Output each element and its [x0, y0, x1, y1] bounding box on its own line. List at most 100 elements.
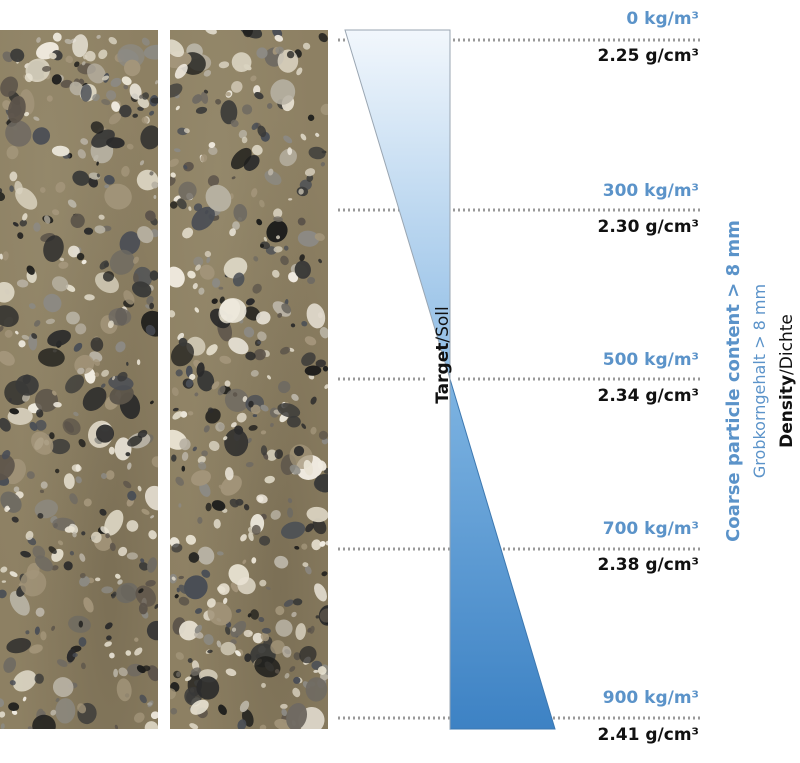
pebble [151, 181, 158, 189]
pebble [200, 91, 209, 104]
pebble [105, 533, 110, 539]
pebble [52, 677, 74, 698]
pebble [283, 599, 294, 607]
pebble [81, 259, 87, 265]
pebble [55, 697, 60, 703]
pebble [170, 707, 178, 715]
pebble [251, 557, 257, 564]
pebble [101, 383, 106, 388]
density-label-2: 2.30 g/cm³ [597, 217, 699, 237]
pebble [259, 579, 267, 587]
pebble [276, 235, 280, 240]
pebble [308, 146, 326, 160]
pebble [9, 171, 18, 182]
pebble [75, 464, 81, 472]
pebble [51, 625, 56, 631]
pebble [205, 30, 217, 35]
pebble [170, 310, 176, 318]
pebble [146, 620, 158, 641]
pebble [191, 206, 215, 231]
pebble [55, 468, 60, 474]
pebble [301, 423, 307, 429]
pebble [248, 425, 258, 431]
pebble [259, 724, 267, 729]
pebble [0, 723, 5, 729]
pebble [257, 125, 267, 138]
pebble [125, 452, 131, 457]
pebble [193, 256, 204, 267]
pebble [149, 302, 155, 310]
density-label-1: 2.25 g/cm³ [597, 46, 699, 66]
pebble [281, 708, 287, 717]
pebble [104, 641, 112, 647]
pebble [295, 623, 306, 641]
pebble [213, 519, 221, 529]
pebble [47, 329, 71, 347]
pebble [98, 49, 108, 60]
pebble [63, 473, 75, 490]
pebble [201, 450, 208, 457]
pebble [60, 79, 73, 88]
pebble [64, 421, 75, 433]
pebble [272, 269, 280, 278]
pebble [20, 569, 47, 597]
pebble [235, 650, 241, 657]
pebble [220, 100, 238, 125]
pebble [127, 490, 137, 501]
pebble [280, 255, 289, 266]
target-label-en: Target [433, 342, 453, 404]
pebble [0, 454, 15, 481]
pebble [203, 634, 214, 646]
pebble [260, 445, 268, 456]
pebble [267, 375, 271, 380]
pebble [190, 699, 209, 715]
pebble [117, 371, 128, 382]
pebble [183, 164, 188, 170]
pebble [306, 303, 326, 329]
pebble [99, 260, 109, 270]
pebble [137, 485, 142, 492]
pebble [320, 103, 328, 116]
pebble [0, 76, 19, 97]
pebble [233, 204, 248, 222]
pebble [174, 63, 188, 79]
pebble [127, 462, 132, 470]
pebble [171, 543, 183, 553]
pebble [79, 78, 85, 85]
pebble [194, 392, 199, 397]
pebble [58, 261, 69, 269]
pebble [216, 640, 222, 648]
pebble [80, 662, 86, 670]
pebble [303, 459, 313, 476]
pebble [287, 498, 293, 504]
pebble [241, 136, 248, 144]
pebble [95, 424, 115, 443]
pebble [288, 272, 299, 283]
pebble [270, 79, 296, 105]
pebble [225, 626, 231, 635]
pebble [22, 696, 27, 702]
pebble [301, 352, 316, 366]
pebble [46, 95, 53, 102]
pebble [70, 213, 85, 228]
pebble [182, 227, 194, 239]
pebble [93, 359, 101, 367]
pebble [49, 432, 55, 440]
pebble [320, 161, 326, 167]
pebble [248, 631, 253, 635]
pebble [20, 550, 31, 558]
pebble [79, 553, 86, 562]
pebble [188, 206, 192, 211]
pebble [208, 146, 218, 156]
pebble [9, 590, 30, 616]
pebble [145, 324, 156, 336]
density-label-en: Density [777, 374, 797, 448]
pebble [33, 222, 41, 232]
pebble [219, 355, 232, 364]
pebble [104, 622, 113, 630]
pebble [111, 591, 117, 599]
pebble [78, 620, 84, 628]
pebble [102, 75, 110, 81]
pebble [206, 256, 211, 264]
pebble [125, 650, 132, 656]
